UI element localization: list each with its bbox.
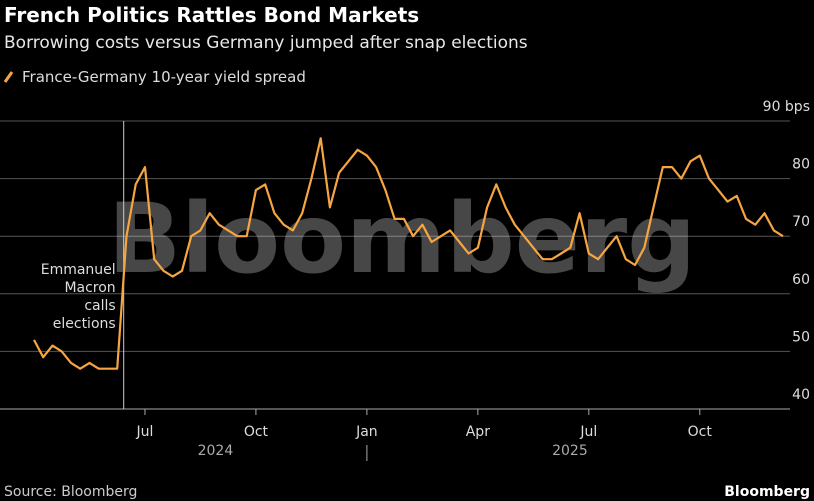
y-tick-label: 90 bps	[763, 99, 810, 115]
logo: Bloomberg	[724, 484, 810, 500]
chart-subtitle: Borrowing costs versus Germany jumped af…	[4, 33, 528, 53]
legend-label: France-Germany 10-year yield spread	[22, 68, 306, 86]
y-tick-label: 60	[792, 272, 810, 288]
x-tick-label: Oct	[688, 424, 713, 440]
year-label: 2024	[198, 443, 234, 459]
x-tick-label: Oct	[244, 424, 269, 440]
annotation-text: Macron	[64, 280, 115, 296]
y-tick-label: 80	[792, 157, 810, 173]
y-tick-label: 50	[792, 329, 810, 345]
watermark: Bloomberg	[108, 183, 696, 295]
source: Source: Bloomberg	[4, 484, 137, 500]
x-tick-label: Apr	[466, 424, 490, 440]
x-tick-label: Jul	[136, 424, 154, 440]
annotation-text: calls	[84, 298, 115, 314]
y-tick-label: 40	[792, 387, 810, 403]
x-tick-label: Jan	[355, 424, 378, 440]
annotation-text: elections	[53, 316, 116, 332]
x-tick-label: Jul	[579, 424, 597, 440]
chart-title: French Politics Rattles Bond Markets	[4, 3, 419, 27]
year-label: 2025	[552, 443, 588, 459]
data-line	[33, 137, 784, 370]
annotation-text: Emmanuel	[41, 262, 116, 278]
y-tick-label: 70	[792, 214, 810, 230]
legend-swatch	[3, 71, 14, 83]
